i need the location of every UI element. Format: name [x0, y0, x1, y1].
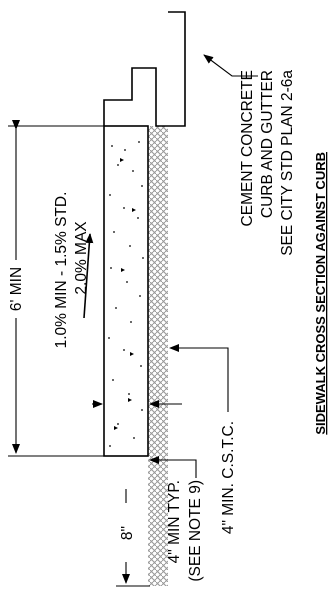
thickness-note-line1: 4" MIN TYP.	[166, 480, 183, 563]
slope-note-line1: 1.0% MIN - 1.5% STD.	[53, 192, 70, 349]
drawing-title: SIDEWALK CROSS SECTION AGAINST CURB	[313, 152, 328, 435]
width-dimension	[8, 120, 104, 457]
concrete-aggregate	[108, 141, 144, 447]
depth-dimension	[116, 489, 150, 587]
cstc-base-hatch	[148, 126, 168, 586]
cstc-leader	[169, 344, 229, 412]
depth-dimension-label: 8"	[119, 526, 136, 540]
thickness-leader	[149, 456, 197, 478]
curb-note-line1: CEMENT CONCRETE	[239, 70, 256, 226]
thickness-note-line2: (SEE NOTE 9)	[187, 480, 204, 582]
curb-gutter-outline	[103, 11, 186, 127]
curb-note-line2: CURB AND GUTTER	[259, 70, 276, 218]
slope-arrow	[83, 233, 94, 319]
width-dimension-label: 6' MIN	[8, 267, 25, 311]
slope-note-line2: 2.0% MAX	[73, 221, 90, 295]
cstc-note: 4" MIN. C.S.T.C.	[220, 421, 237, 534]
sidewalk-slab	[103, 125, 149, 457]
curb-leader	[203, 54, 258, 77]
curb-note-line3: SEE CITY STD PLAN 2-6a	[279, 70, 296, 256]
